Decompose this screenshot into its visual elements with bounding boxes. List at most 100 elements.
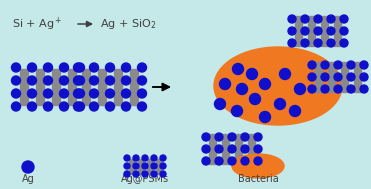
Circle shape bbox=[133, 171, 139, 177]
Circle shape bbox=[314, 27, 322, 35]
Circle shape bbox=[73, 102, 82, 111]
Circle shape bbox=[228, 157, 236, 165]
Text: Bacteria: Bacteria bbox=[237, 174, 278, 184]
Circle shape bbox=[314, 39, 322, 47]
Circle shape bbox=[76, 102, 85, 111]
Circle shape bbox=[121, 76, 131, 85]
Bar bbox=[129, 159, 134, 174]
Circle shape bbox=[334, 61, 342, 69]
Circle shape bbox=[27, 102, 36, 111]
Circle shape bbox=[27, 63, 36, 72]
Circle shape bbox=[105, 76, 115, 85]
Circle shape bbox=[215, 145, 223, 153]
Bar bbox=[209, 134, 216, 164]
Text: Ag: Ag bbox=[22, 174, 35, 184]
Circle shape bbox=[73, 89, 82, 98]
Circle shape bbox=[308, 85, 316, 93]
Circle shape bbox=[12, 76, 20, 85]
Circle shape bbox=[59, 63, 69, 72]
Circle shape bbox=[233, 64, 243, 74]
Bar bbox=[138, 159, 143, 174]
Circle shape bbox=[151, 171, 157, 177]
Circle shape bbox=[133, 163, 139, 169]
Circle shape bbox=[340, 15, 348, 23]
Circle shape bbox=[254, 133, 262, 141]
Text: Si + Ag$^+$: Si + Ag$^+$ bbox=[12, 15, 62, 33]
Circle shape bbox=[241, 145, 249, 153]
Circle shape bbox=[241, 157, 249, 165]
Circle shape bbox=[308, 73, 316, 81]
Circle shape bbox=[289, 105, 301, 116]
Circle shape bbox=[321, 85, 329, 93]
Circle shape bbox=[89, 102, 98, 111]
Circle shape bbox=[314, 15, 322, 23]
Circle shape bbox=[254, 157, 262, 165]
Circle shape bbox=[279, 68, 290, 80]
Circle shape bbox=[347, 85, 355, 93]
Circle shape bbox=[347, 61, 355, 69]
Circle shape bbox=[334, 85, 342, 93]
Circle shape bbox=[27, 89, 36, 98]
Circle shape bbox=[59, 102, 69, 111]
Circle shape bbox=[142, 163, 148, 169]
Circle shape bbox=[12, 89, 20, 98]
Bar bbox=[321, 16, 328, 46]
Circle shape bbox=[228, 145, 236, 153]
Bar bbox=[334, 16, 341, 46]
Circle shape bbox=[89, 63, 98, 72]
Circle shape bbox=[76, 76, 85, 85]
Circle shape bbox=[73, 76, 82, 85]
Circle shape bbox=[151, 155, 157, 161]
Circle shape bbox=[360, 85, 368, 93]
Circle shape bbox=[347, 73, 355, 81]
Circle shape bbox=[138, 89, 147, 98]
Circle shape bbox=[121, 89, 131, 98]
Bar bbox=[248, 134, 255, 164]
Circle shape bbox=[327, 27, 335, 35]
Circle shape bbox=[59, 76, 69, 85]
Circle shape bbox=[160, 163, 166, 169]
Circle shape bbox=[360, 73, 368, 81]
Circle shape bbox=[105, 63, 115, 72]
Ellipse shape bbox=[214, 47, 342, 125]
Circle shape bbox=[327, 39, 335, 47]
Bar bbox=[36, 69, 44, 105]
Bar bbox=[114, 69, 122, 105]
Bar bbox=[328, 62, 335, 92]
Circle shape bbox=[89, 76, 98, 85]
Circle shape bbox=[334, 73, 342, 81]
Circle shape bbox=[275, 98, 286, 109]
Bar bbox=[147, 159, 152, 174]
Bar bbox=[222, 134, 229, 164]
Circle shape bbox=[288, 27, 296, 35]
Circle shape bbox=[301, 15, 309, 23]
Circle shape bbox=[202, 157, 210, 165]
Circle shape bbox=[340, 27, 348, 35]
Circle shape bbox=[321, 73, 329, 81]
Circle shape bbox=[151, 163, 157, 169]
Bar bbox=[156, 159, 161, 174]
Circle shape bbox=[160, 155, 166, 161]
Circle shape bbox=[301, 39, 309, 47]
Circle shape bbox=[76, 89, 85, 98]
Bar bbox=[308, 16, 315, 46]
Circle shape bbox=[214, 98, 226, 109]
Circle shape bbox=[22, 161, 34, 173]
Ellipse shape bbox=[232, 154, 284, 178]
Circle shape bbox=[138, 63, 147, 72]
Circle shape bbox=[12, 102, 20, 111]
Circle shape bbox=[43, 63, 53, 72]
Circle shape bbox=[250, 94, 260, 105]
Circle shape bbox=[160, 171, 166, 177]
Circle shape bbox=[232, 105, 243, 116]
Circle shape bbox=[12, 63, 20, 72]
Circle shape bbox=[301, 27, 309, 35]
Bar bbox=[354, 62, 361, 92]
Bar bbox=[52, 69, 60, 105]
Circle shape bbox=[73, 63, 82, 72]
Text: Ag@PSMs: Ag@PSMs bbox=[121, 174, 169, 184]
Circle shape bbox=[105, 89, 115, 98]
Circle shape bbox=[327, 15, 335, 23]
Bar bbox=[20, 69, 28, 105]
Circle shape bbox=[202, 133, 210, 141]
